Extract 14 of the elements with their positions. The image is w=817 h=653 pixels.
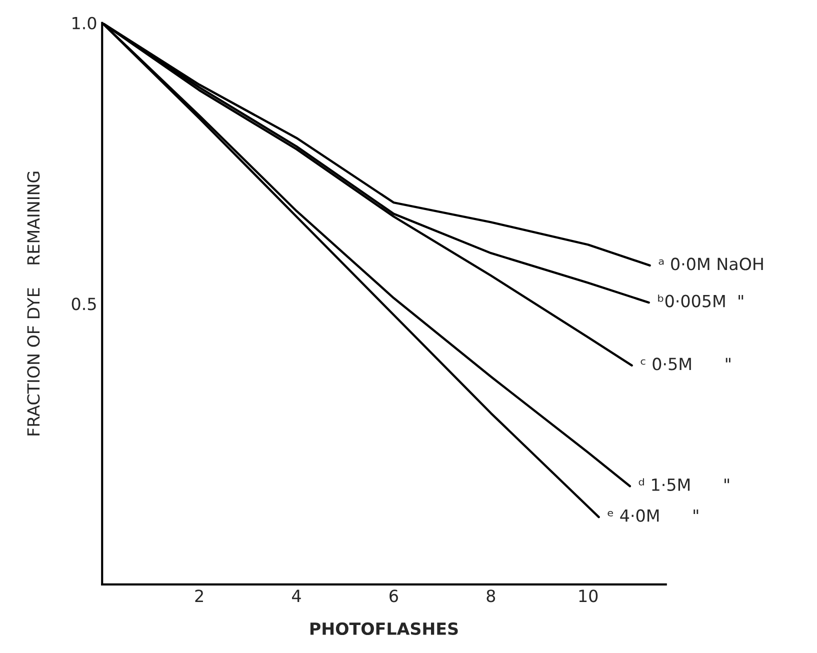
series-label: ᵇ0·005M " <box>658 294 744 308</box>
x-tick-label: 2 <box>195 590 203 602</box>
series-label: ᵈ 1·5M " <box>638 478 730 491</box>
y-axis-title: FRACTION OF DYE REMAINING <box>27 172 40 436</box>
x-tick-label: 4 <box>292 590 301 602</box>
y-tick-label: 1.0 <box>72 16 96 30</box>
series-label: ᵉ 4·0M " <box>608 509 698 522</box>
x-tick-label: 6 <box>390 590 398 602</box>
x-axis-title: PHOTOFLASHES <box>310 622 458 635</box>
series-label: ᵃ 0·0M NaOH <box>658 258 763 270</box>
x-tick-label: 10 <box>579 590 598 602</box>
x-tick-label: 8 <box>486 590 496 602</box>
y-tick-label: 0.5 <box>72 298 96 310</box>
series-label: ᶜ 0·5M " <box>640 358 730 370</box>
